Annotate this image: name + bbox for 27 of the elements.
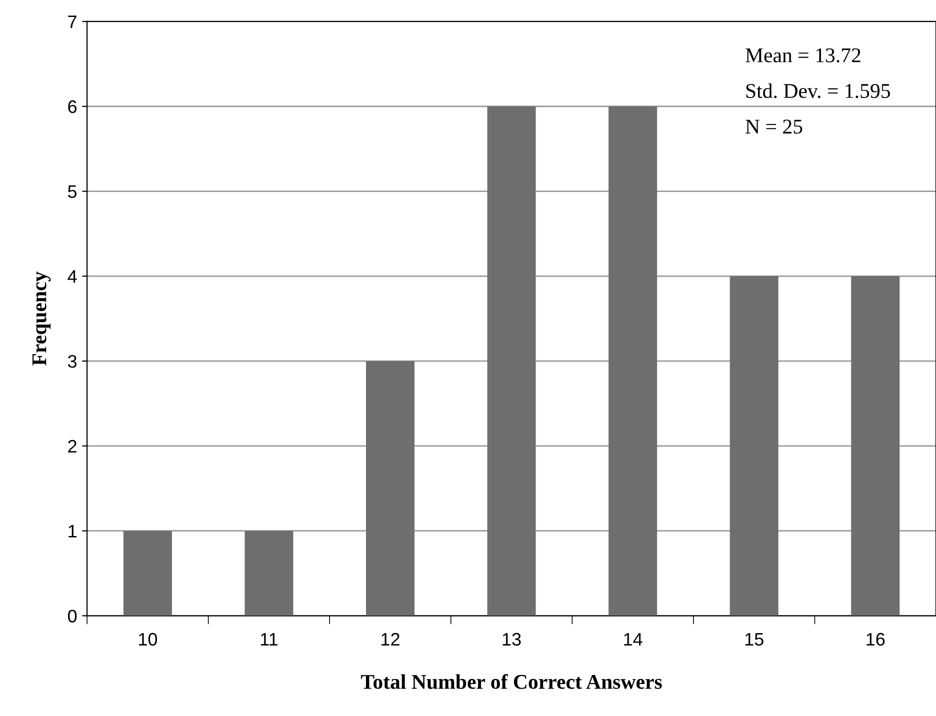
x-tick-label: 12 — [382, 632, 400, 646]
bar — [608, 106, 658, 616]
y-tick-label: 5 — [68, 185, 77, 198]
bar — [244, 530, 294, 616]
y-tick-label: 2 — [68, 440, 76, 453]
y-axis-title: Frequency — [32, 272, 51, 366]
y-tick-label: 0 — [68, 610, 77, 622]
y-tick-label: 1 — [68, 524, 76, 538]
x-tick-label: 13 — [502, 632, 521, 646]
y-tick-label: 3 — [68, 355, 77, 368]
annotation: Mean = 13.72 — [746, 48, 860, 62]
annotation: Std. Dev. = 1.595 — [746, 83, 890, 98]
x-tick-label: 10 — [139, 632, 158, 646]
bar — [123, 530, 172, 616]
x-axis-title: Total Number of Correct Answers — [360, 674, 662, 689]
bar — [487, 106, 536, 616]
y-tick-label: 7 — [68, 16, 76, 28]
y-tick-label: 4 — [68, 270, 77, 283]
bar — [730, 276, 778, 616]
bar — [851, 276, 900, 616]
x-tick-label: 16 — [866, 632, 885, 646]
bar — [366, 361, 414, 616]
annotation: N = 25 — [746, 120, 802, 134]
x-tick-label: 15 — [745, 633, 764, 646]
y-tick-label: 6 — [68, 100, 77, 114]
x-tick-label: 11 — [260, 633, 278, 646]
x-tick-label: 14 — [624, 633, 642, 646]
